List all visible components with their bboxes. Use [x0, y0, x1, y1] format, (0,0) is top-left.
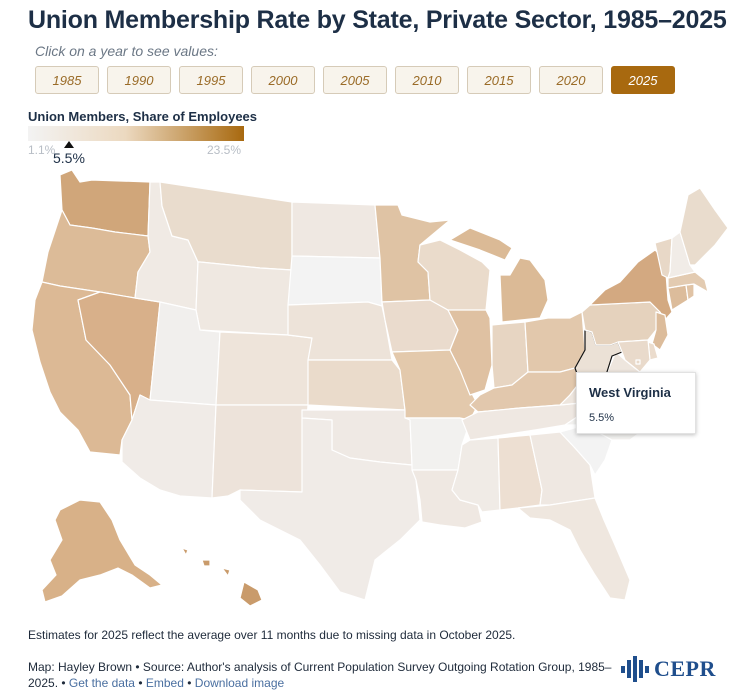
state-WY[interactable] — [195, 261, 293, 336]
state-MA[interactable] — [667, 271, 709, 293]
state-CT[interactable] — [667, 284, 689, 311]
state-MI[interactable] — [449, 227, 549, 323]
get-data-link[interactable]: Get the data — [68, 676, 135, 690]
legend-title: Union Members, Share of Employees — [28, 109, 258, 124]
tooltip-state-value: 5.5% — [589, 412, 615, 424]
legend-max-label: 23.5% — [207, 143, 242, 157]
cepr-logo-icon — [621, 656, 649, 682]
state-ND[interactable] — [291, 201, 381, 259]
year-prompt: Click on a year to see values: — [35, 43, 218, 59]
state-KS[interactable] — [307, 359, 406, 411]
year-button-2000[interactable]: 2000 — [251, 66, 315, 94]
year-button-2020[interactable]: 2020 — [539, 66, 603, 94]
embed-link[interactable]: Embed — [145, 676, 184, 690]
year-button-1985[interactable]: 1985 — [35, 66, 99, 94]
year-button-2010[interactable]: 2010 — [395, 66, 459, 94]
legend-marker-icon — [64, 141, 74, 148]
state-NJ[interactable] — [651, 311, 669, 351]
cepr-logo[interactable]: CEPR — [620, 654, 716, 684]
state-PA[interactable] — [581, 301, 661, 346]
year-button-1995[interactable]: 1995 — [179, 66, 243, 94]
credit-separator: • — [187, 676, 192, 690]
state-HI[interactable] — [181, 547, 263, 607]
credit-separator: • — [61, 676, 66, 690]
credit-text: Map: Hayley Brown • Source: Author's ana… — [28, 660, 612, 690]
state-SD[interactable] — [287, 255, 383, 307]
state-tooltip: West Virginia 5.5% — [576, 372, 696, 434]
state-AZ[interactable] — [121, 394, 217, 499]
credit-separator: • — [138, 676, 143, 690]
credit-line: Map: Hayley Brown • Source: Author's ana… — [28, 659, 618, 691]
state-DC[interactable] — [635, 359, 641, 365]
state-NY[interactable] — [589, 249, 673, 321]
year-button-2005[interactable]: 2005 — [323, 66, 387, 94]
year-button-2015[interactable]: 2015 — [467, 66, 531, 94]
state-TX[interactable] — [239, 417, 421, 601]
state-FL[interactable] — [517, 497, 631, 601]
cepr-logo-text: CEPR — [654, 656, 716, 681]
year-button-2025[interactable]: 2025 — [611, 66, 675, 94]
state-NM[interactable] — [211, 404, 309, 499]
state-CO[interactable] — [215, 331, 313, 406]
download-image-link[interactable]: Download image — [194, 676, 285, 690]
state-IL[interactable] — [447, 309, 493, 396]
map-title: Union Membership Rate by State, Private … — [28, 6, 727, 34]
legend-marker-value: 5.5% — [53, 150, 85, 166]
state-RI[interactable] — [685, 283, 695, 301]
state-OH[interactable] — [524, 311, 586, 373]
state-ME[interactable] — [679, 187, 729, 266]
year-selector: 1985 1990 1995 2000 2005 2010 2015 2020 … — [35, 66, 675, 94]
legend-min-label: 1.1% — [28, 143, 56, 157]
footnote: Estimates for 2025 reflect the average o… — [28, 628, 516, 642]
year-button-1990[interactable]: 1990 — [107, 66, 171, 94]
tooltip-state-name: West Virginia — [589, 385, 671, 400]
legend-color-scale — [28, 126, 244, 141]
state-AK[interactable] — [41, 499, 163, 603]
